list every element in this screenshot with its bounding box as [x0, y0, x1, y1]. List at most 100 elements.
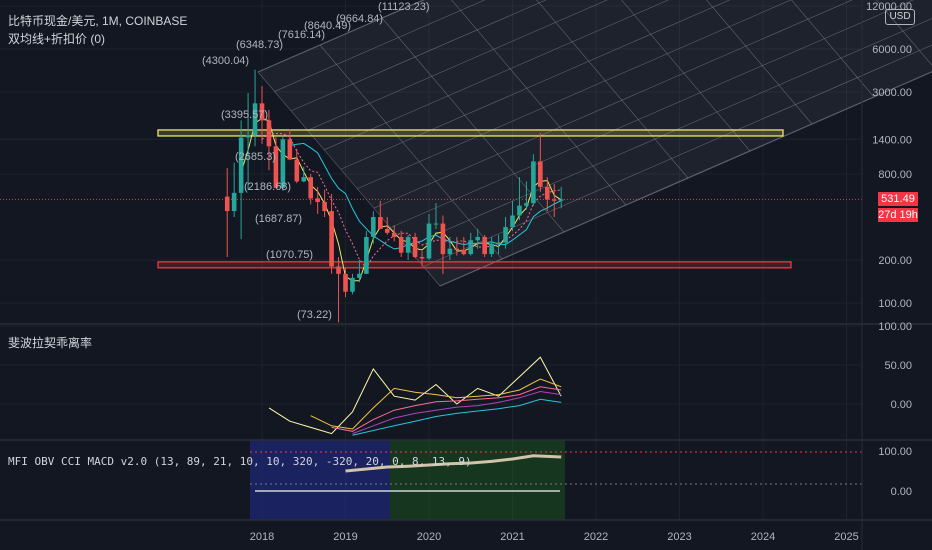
price-tick-label: 100.00	[878, 298, 912, 310]
fib-channel-line	[274, 0, 486, 92]
indicator-legend[interactable]: 双均线+折扣价 (0)	[8, 32, 106, 46]
osc-tick-label: 0.00	[891, 399, 912, 411]
fib-level-label: (73.22)	[297, 309, 332, 321]
candle-body	[384, 228, 390, 233]
candle-body	[343, 273, 348, 292]
candle-body	[426, 223, 432, 259]
candle-body	[412, 236, 418, 257]
candle-body	[315, 198, 320, 202]
candle-body	[461, 249, 467, 255]
candle-body	[224, 196, 230, 212]
fib-level-label: (2186.68)	[244, 181, 291, 193]
candle-body	[377, 216, 383, 229]
x-tick-label: 2018	[250, 531, 274, 543]
candle-body	[266, 120, 272, 147]
osc-tick-label: 100.00	[878, 321, 912, 333]
candle-body	[468, 240, 474, 255]
fib-channel-line	[451, 0, 627, 206]
fib-deviation-series-line	[268, 356, 562, 435]
fib-channel-line	[791, 0, 875, 98]
price-tick-label: 3000.00	[872, 87, 912, 99]
resistance-zone	[157, 129, 784, 137]
fib-channel-line	[536, 0, 689, 179]
fib-channel-line	[706, 0, 813, 125]
candle-body	[357, 273, 362, 278]
ma-slow-line	[289, 142, 562, 250]
price-tick-label: 1400.00	[872, 134, 912, 146]
fib-deviation-series-line	[352, 398, 562, 436]
candle-body	[238, 137, 244, 193]
mfi-panel-drawing	[250, 440, 862, 520]
candle-body	[524, 203, 529, 206]
price-tick-label: 800.00	[878, 169, 912, 181]
currency-button[interactable]: USD	[885, 9, 915, 25]
candle-body	[551, 199, 557, 201]
price-tick-label: 6000.00	[872, 44, 912, 56]
fib-channel-fill	[258, 0, 932, 286]
candle-body	[259, 103, 265, 121]
candle-body	[475, 236, 481, 241]
fib-panel-title[interactable]: 斐波拉契乖离率	[8, 336, 93, 350]
last-price-label: 531.49	[878, 192, 918, 206]
x-tick-label: 2022	[584, 531, 608, 543]
fib-level-label: (8640.49)	[304, 20, 351, 32]
fib-deviation-lines	[268, 356, 562, 436]
fib-channel-line	[876, 0, 932, 66]
candle-body	[308, 177, 314, 199]
fib-channel-line	[319, 44, 503, 260]
candle-body	[350, 277, 355, 292]
mfi-panel-title[interactable]: MFI OBV CCI MACD v2.0 (13, 89, 21, 10, 1…	[8, 455, 472, 468]
x-tick-label: 2021	[500, 531, 524, 543]
candle-body	[231, 192, 237, 212]
mfi-blue-region	[250, 440, 390, 520]
fib-level-label: (11123.23)	[378, 1, 430, 13]
candle-body	[447, 248, 453, 255]
candle-body	[454, 248, 460, 250]
x-tick-label: 2025	[834, 531, 858, 543]
fib-channel-line	[257, 0, 425, 73]
candle-body	[252, 103, 258, 136]
candle-body	[287, 139, 293, 160]
x-tick-label: 2019	[333, 531, 357, 543]
candle-body	[405, 236, 411, 253]
fib-level-label: (4300.04)	[202, 55, 249, 67]
fib-level-label: (6348.73)	[236, 39, 283, 51]
mfi-tick-label: 0.00	[891, 486, 912, 498]
candle-body	[294, 159, 300, 182]
candle-body	[510, 215, 515, 228]
osc-tick-label: 50.00	[884, 360, 912, 372]
fib-level-label: (1070.75)	[266, 249, 313, 261]
support-zone	[157, 261, 792, 269]
fib-level-label: (1687.87)	[255, 213, 302, 225]
candle-body	[503, 227, 508, 243]
candle-body	[517, 205, 522, 216]
candle-body	[280, 139, 286, 188]
candle-body	[301, 177, 307, 182]
candle-body	[538, 161, 543, 187]
fib-channel-line	[307, 0, 608, 131]
countdown-label: 27d 19h	[878, 208, 918, 222]
candle-body	[440, 223, 446, 255]
horizontal-zones	[0, 129, 862, 269]
fib-deviation-series-line	[331, 386, 562, 432]
grid	[0, 0, 862, 520]
candle-body	[433, 223, 439, 225]
x-tick-label: 2023	[667, 531, 691, 543]
candle-body	[531, 161, 536, 204]
x-tick-label: 2020	[417, 531, 441, 543]
fib-level-label: (9664.84)	[336, 13, 383, 25]
x-tick-label: 2024	[751, 531, 775, 543]
fib-deviation-series-line	[352, 390, 562, 435]
candle-body	[496, 242, 501, 244]
candle-body	[398, 236, 404, 253]
mfi-tick-label: 100.00	[878, 446, 912, 458]
candle-body	[364, 236, 369, 274]
candle-body	[489, 243, 494, 255]
fib-labels: (11123.23)(9664.84)(8640.49)(7616.14)(63…	[202, 1, 430, 321]
fib-channel-line	[621, 0, 751, 152]
fib-level-label: (2685.3)	[235, 151, 276, 163]
candle-body	[336, 266, 341, 274]
candle-body	[391, 232, 397, 237]
symbol-legend[interactable]: 比特币现金/美元, 1M, COINBASE	[8, 14, 188, 28]
